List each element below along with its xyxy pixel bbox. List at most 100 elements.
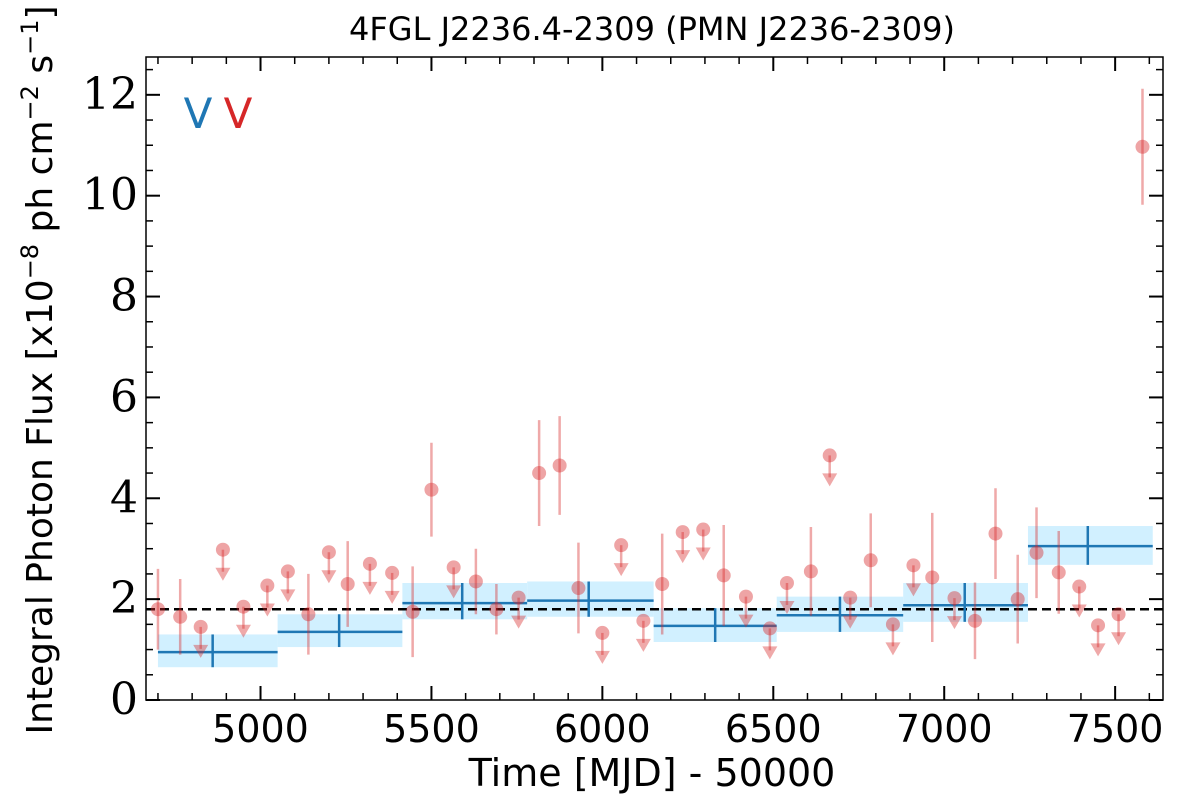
detection-point-17 bbox=[988, 526, 1003, 541]
detection-point-4 bbox=[405, 604, 420, 619]
detection-point-3 bbox=[340, 577, 355, 592]
upper-limit-point-19 bbox=[843, 590, 858, 605]
y-axis-label-prefix: Integral Photon Flux [x10 bbox=[20, 279, 61, 734]
upper-limit-point-1 bbox=[215, 542, 230, 557]
y-tick-label-6: 12 bbox=[82, 69, 138, 120]
legend-marker-0: V bbox=[184, 89, 213, 138]
upper-limit-point-22 bbox=[947, 591, 962, 606]
upper-limit-arrow-20 bbox=[885, 642, 901, 656]
upper-limit-point-9 bbox=[511, 590, 526, 605]
upper-limit-arrow-7 bbox=[384, 590, 400, 604]
detection-point-20 bbox=[1051, 565, 1066, 580]
upper-limit-point-4 bbox=[280, 564, 295, 579]
detection-point-13 bbox=[803, 564, 818, 579]
upper-limit-arrow-15 bbox=[738, 614, 754, 628]
y-tick-label-3: 6 bbox=[110, 371, 138, 422]
upper-limit-point-0 bbox=[193, 619, 208, 634]
detection-point-0 bbox=[150, 602, 165, 617]
upper-limit-point-2 bbox=[236, 599, 251, 614]
upper-limit-arrow-2 bbox=[235, 624, 251, 638]
upper-limit-point-18 bbox=[822, 448, 837, 463]
detection-point-5 bbox=[424, 482, 439, 497]
y-axis-label-mid: ph cm bbox=[20, 120, 61, 243]
y-axis-label-exp2: −2 bbox=[16, 85, 44, 120]
x-tick-label-0: 5000 bbox=[212, 707, 309, 751]
upper-limit-arrow-4 bbox=[280, 589, 296, 603]
upper-limit-arrow-6 bbox=[362, 581, 378, 595]
upper-limit-arrow-9 bbox=[511, 615, 527, 629]
y-axis-label-suffix: ] bbox=[20, 5, 61, 19]
upper-limit-arrow-0 bbox=[193, 644, 209, 658]
upper-limit-point-17 bbox=[779, 575, 794, 590]
detection-point-1 bbox=[173, 609, 188, 624]
y-axis-label-exp3: −1 bbox=[16, 20, 44, 55]
y-tick-label-5: 10 bbox=[82, 170, 138, 221]
y-axis-label-exp1: −8 bbox=[16, 244, 44, 279]
upper-limit-point-15 bbox=[738, 589, 753, 604]
legend-marker-1: V bbox=[224, 89, 253, 138]
upper-limit-point-23 bbox=[1072, 579, 1087, 594]
detection-point-21 bbox=[1135, 139, 1150, 154]
upper-limit-point-14 bbox=[696, 522, 711, 537]
detection-point-10 bbox=[571, 581, 586, 596]
detection-point-11 bbox=[655, 577, 670, 592]
axes-frame bbox=[145, 56, 1164, 701]
x-axis-label: Time [MJD] - 50000 bbox=[468, 751, 836, 795]
upper-limit-point-6 bbox=[362, 556, 377, 571]
upper-limit-point-21 bbox=[906, 558, 921, 573]
detection-point-16 bbox=[967, 613, 982, 628]
upper-limit-point-3 bbox=[260, 578, 275, 593]
upper-limit-arrow-13 bbox=[675, 550, 691, 564]
upper-limit-arrow-19 bbox=[842, 615, 858, 629]
upper-limit-arrow-18 bbox=[822, 473, 838, 487]
detection-point-2 bbox=[301, 607, 316, 622]
upper-limit-arrow-16 bbox=[762, 646, 778, 660]
upper-limit-arrow-17 bbox=[779, 600, 795, 614]
upper-limit-point-8 bbox=[446, 560, 461, 575]
detection-point-8 bbox=[532, 466, 547, 481]
upper-limit-arrow-12 bbox=[635, 638, 651, 652]
plot-area bbox=[146, 88, 1163, 668]
detection-point-15 bbox=[925, 570, 940, 585]
y-tick-label-0: 0 bbox=[110, 674, 138, 725]
x-tick-label-2: 6000 bbox=[554, 707, 651, 751]
bin-band-3 bbox=[527, 581, 654, 617]
upper-limit-point-24 bbox=[1091, 618, 1106, 633]
upper-limit-point-10 bbox=[595, 625, 610, 640]
upper-limit-point-20 bbox=[885, 617, 900, 632]
upper-limit-point-13 bbox=[675, 525, 690, 540]
detection-point-12 bbox=[716, 568, 731, 583]
chart-title: 4FGL J2236.4-2309 (PMN J2236-2309) bbox=[349, 10, 955, 48]
detection-point-6 bbox=[468, 574, 483, 589]
upper-limit-arrow-10 bbox=[594, 650, 610, 664]
y-tick-label-4: 8 bbox=[110, 271, 138, 322]
y-axis-label: Integral Photon Flux [x10−8 ph cm−2 s−1] bbox=[16, 5, 61, 734]
upper-limit-arrow-5 bbox=[321, 570, 337, 584]
upper-limit-arrow-11 bbox=[613, 563, 629, 577]
detection-point-9 bbox=[552, 458, 567, 473]
upper-limit-arrow-22 bbox=[946, 616, 962, 630]
upper-limit-point-11 bbox=[614, 538, 629, 553]
upper-limit-arrow-3 bbox=[259, 603, 275, 617]
upper-limit-point-16 bbox=[762, 621, 777, 636]
detection-point-14 bbox=[863, 553, 878, 568]
upper-limit-arrow-8 bbox=[446, 585, 462, 599]
upper-limit-arrow-24 bbox=[1090, 643, 1106, 657]
x-tick-label-5: 7500 bbox=[1067, 707, 1164, 751]
detection-point-19 bbox=[1029, 545, 1044, 560]
x-tick-label-3: 6500 bbox=[725, 707, 822, 751]
bin-band-0 bbox=[157, 634, 278, 668]
detection-point-7 bbox=[489, 602, 504, 617]
y-tick-label-1: 2 bbox=[110, 573, 138, 624]
detection-point-18 bbox=[1010, 592, 1025, 607]
upper-limit-arrow-1 bbox=[215, 567, 231, 581]
axes: 5000 5500 6000 6500 7000 7500 0 2 4 6 8 10 12 V V bbox=[82, 56, 1164, 751]
x-tick-label-1: 5500 bbox=[383, 707, 480, 751]
x-tick-label-4: 7000 bbox=[896, 707, 993, 751]
upper-limit-point-12 bbox=[636, 613, 651, 628]
upper-limit-arrow-21 bbox=[905, 583, 921, 597]
bin-band-2 bbox=[402, 582, 528, 620]
y-axis-label-mid2: s bbox=[20, 55, 61, 85]
